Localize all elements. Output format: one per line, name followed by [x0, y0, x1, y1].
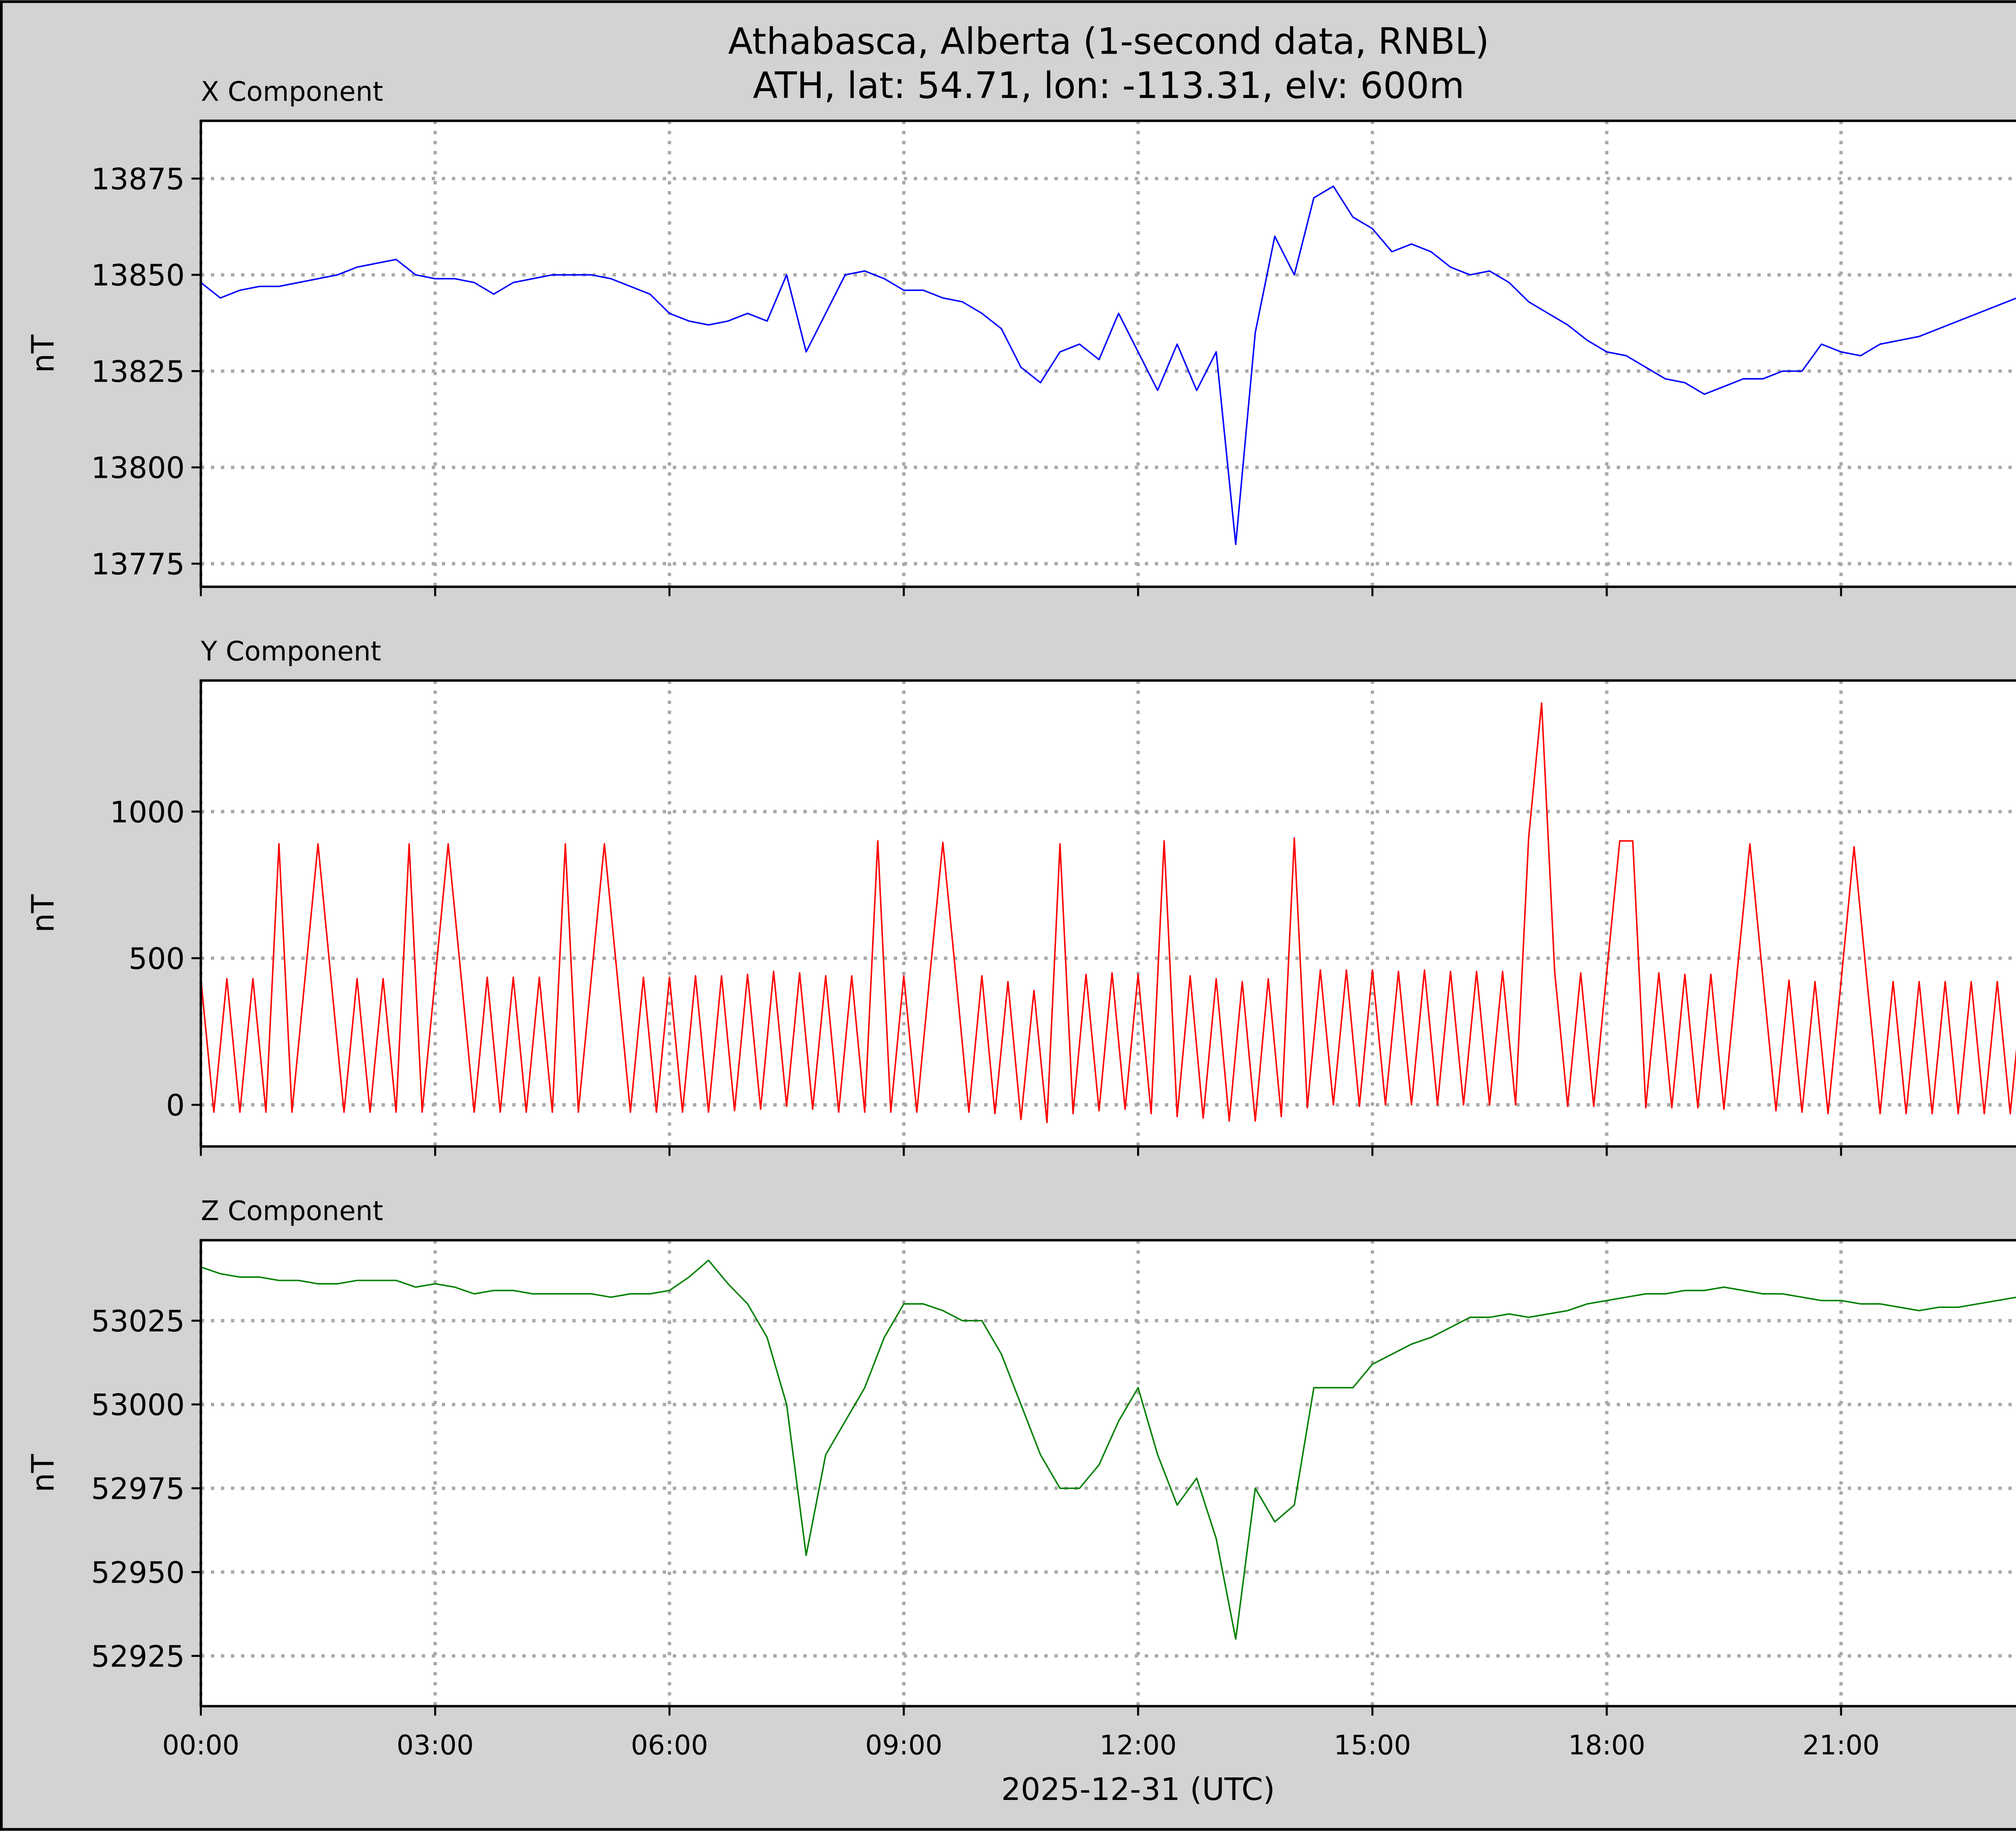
data-line — [200, 1259, 2016, 1640]
y-tick-label: 52975 — [91, 1472, 185, 1506]
y-tick-label: 13825 — [91, 355, 185, 389]
plot-area — [201, 121, 2016, 587]
x-axis-label: 2025-12-31 (UTC) — [1001, 1772, 1275, 1808]
panel-title: X Component — [201, 76, 383, 107]
x-tick-label: 06:00 — [631, 1729, 708, 1761]
y-axis-label: nT — [25, 335, 61, 373]
y-tick-label: 13800 — [91, 451, 185, 485]
panel-title: Y Component — [200, 635, 381, 667]
figure-subtitle: ATH, lat: 54.71, lon: -113.31, elv: 600m — [753, 65, 1464, 107]
y-tick-label: 13850 — [91, 258, 185, 293]
plot-frame — [200, 679, 2016, 1148]
x-tick-label: 18:00 — [1568, 1729, 1645, 1761]
x-tick-label: 03:00 — [397, 1729, 474, 1761]
plot-frame — [200, 119, 2016, 588]
x-tick-label: 21:00 — [1802, 1729, 1879, 1761]
y-tick-label: 500 — [129, 942, 185, 976]
plot-area — [201, 1240, 2016, 1706]
y-tick-label: 52950 — [91, 1556, 185, 1590]
y-tick-label: 13775 — [91, 548, 185, 582]
y-tick-label: 13875 — [91, 162, 185, 196]
y-tick-label: 53025 — [91, 1304, 185, 1339]
y-tick-label: 53000 — [91, 1388, 185, 1423]
plot-area — [201, 680, 2016, 1147]
data-line — [200, 702, 2016, 1123]
data-line — [200, 185, 2016, 546]
y-tick-label: 1000 — [110, 795, 185, 829]
panel-title: Z Component — [201, 1195, 383, 1227]
figure-title: Athabasca, Alberta (1-second data, RNBL) — [728, 21, 1489, 63]
y-axis-label: nT — [25, 894, 61, 933]
y-tick-label: 0 — [166, 1089, 185, 1123]
x-tick-label: 12:00 — [1100, 1729, 1177, 1761]
plot-frame — [200, 1239, 2016, 1708]
y-axis-label: nT — [25, 1454, 61, 1492]
x-tick-label: 15:00 — [1334, 1729, 1411, 1761]
x-tick-label: 00:00 — [162, 1729, 239, 1761]
y-tick-label: 52925 — [91, 1639, 185, 1674]
x-tick-label: 09:00 — [865, 1729, 942, 1761]
